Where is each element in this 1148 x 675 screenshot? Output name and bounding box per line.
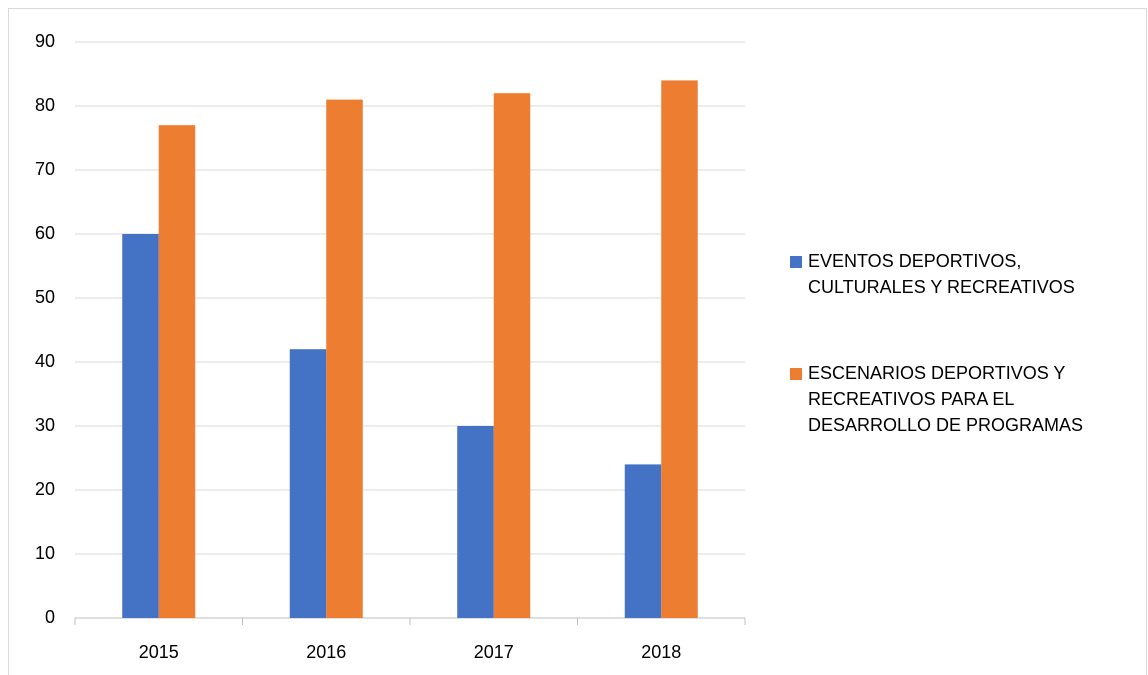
x-tick-label: 2018 xyxy=(641,642,681,662)
y-tick-label: 30 xyxy=(35,415,55,435)
y-tick-label: 10 xyxy=(35,543,55,563)
y-tick-label: 50 xyxy=(35,287,55,307)
legend-label: ESCENARIOS DEPORTIVOS Y RECREATIVOS PARA… xyxy=(808,363,1084,435)
bar xyxy=(289,349,327,618)
bar xyxy=(158,125,196,618)
bar xyxy=(624,464,662,618)
x-tick-label: 2017 xyxy=(474,642,514,662)
bar xyxy=(493,93,531,618)
legend-item: ESCENARIOS DEPORTIVOS Y RECREATIVOS PARA… xyxy=(790,360,1138,438)
y-tick-label: 0 xyxy=(45,607,55,627)
chart-border xyxy=(8,8,1147,675)
legend-swatch xyxy=(790,368,802,380)
bar xyxy=(326,99,363,619)
x-tick-label: 2016 xyxy=(306,642,346,662)
x-tick-label: 2015 xyxy=(139,642,179,662)
legend-label: EVENTOS DEPORTIVOS, CULTURALES Y RECREAT… xyxy=(808,251,1075,297)
y-tick-label: 40 xyxy=(35,351,55,371)
y-tick-label: 70 xyxy=(35,159,55,179)
bar xyxy=(661,80,698,618)
y-tick-label: 80 xyxy=(35,95,55,115)
y-tick-label: 90 xyxy=(35,31,55,51)
bar xyxy=(122,234,159,618)
legend-item: EVENTOS DEPORTIVOS, CULTURALES Y RECREAT… xyxy=(790,248,1138,300)
y-tick-label: 20 xyxy=(35,479,55,499)
y-tick-label: 60 xyxy=(35,223,55,243)
legend-swatch xyxy=(790,256,802,268)
bar xyxy=(457,426,494,618)
